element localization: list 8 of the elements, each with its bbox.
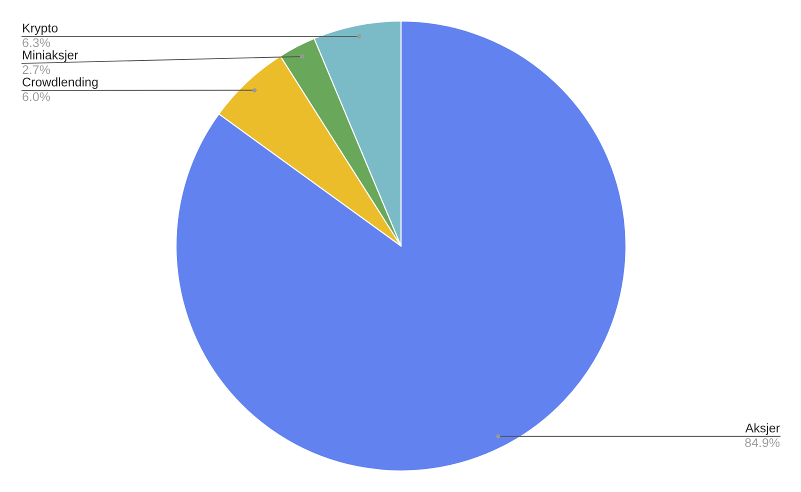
- data-label: 84.9%: [745, 438, 780, 448]
- slice-label: Crowdlending: [22, 77, 98, 89]
- slice-label: Aksjer: [745, 423, 780, 435]
- data-label: 2.7%: [22, 65, 50, 74]
- data-label: 6.0%: [22, 92, 50, 102]
- slice-label: Krypto: [23, 24, 58, 35]
- slice-label: Miniaksjer: [23, 50, 78, 62]
- data-label: 6.3%: [22, 38, 50, 48]
